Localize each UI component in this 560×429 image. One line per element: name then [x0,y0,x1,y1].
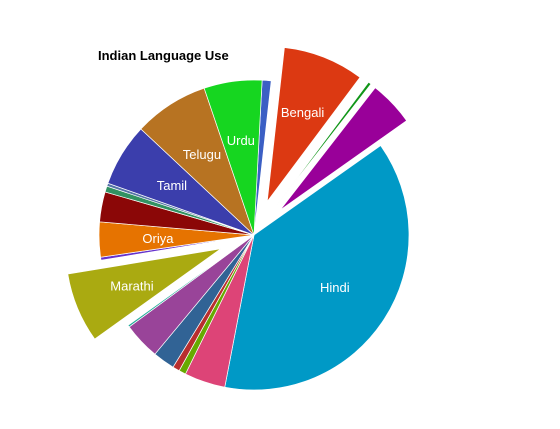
pie-slice-marathi[interactable] [67,248,221,340]
pie-slice-unlabeled-3[interactable] [279,87,408,211]
pie-slice-unlabeled-2[interactable] [275,81,372,207]
slice-label-marathi: Marathi [110,279,153,294]
slice-label-oriya: Oriya [142,231,174,246]
pie-slice-unlabeled-10[interactable] [127,234,255,328]
pie-slices [67,47,410,391]
slice-label-hindi: Hindi [320,280,350,295]
pie-slice-hindi[interactable] [224,145,410,391]
pie-slice-bengali[interactable] [266,47,361,203]
pie-slice-urdu[interactable] [203,79,263,236]
slice-label-urdu: Urdu [227,133,255,148]
slice-label-tamil: Tamil [157,178,187,193]
slice-label-bengali: Bengali [281,105,324,120]
pie-labels: Bengali Hindi Marathi Oriya Tamil Telugu Urdu [110,105,349,295]
slice-label-telugu: Telugu [183,147,221,162]
chart-title: Indian Language Use [98,48,229,63]
